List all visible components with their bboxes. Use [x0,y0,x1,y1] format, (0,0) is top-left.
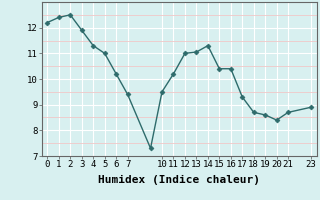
X-axis label: Humidex (Indice chaleur): Humidex (Indice chaleur) [98,175,260,185]
